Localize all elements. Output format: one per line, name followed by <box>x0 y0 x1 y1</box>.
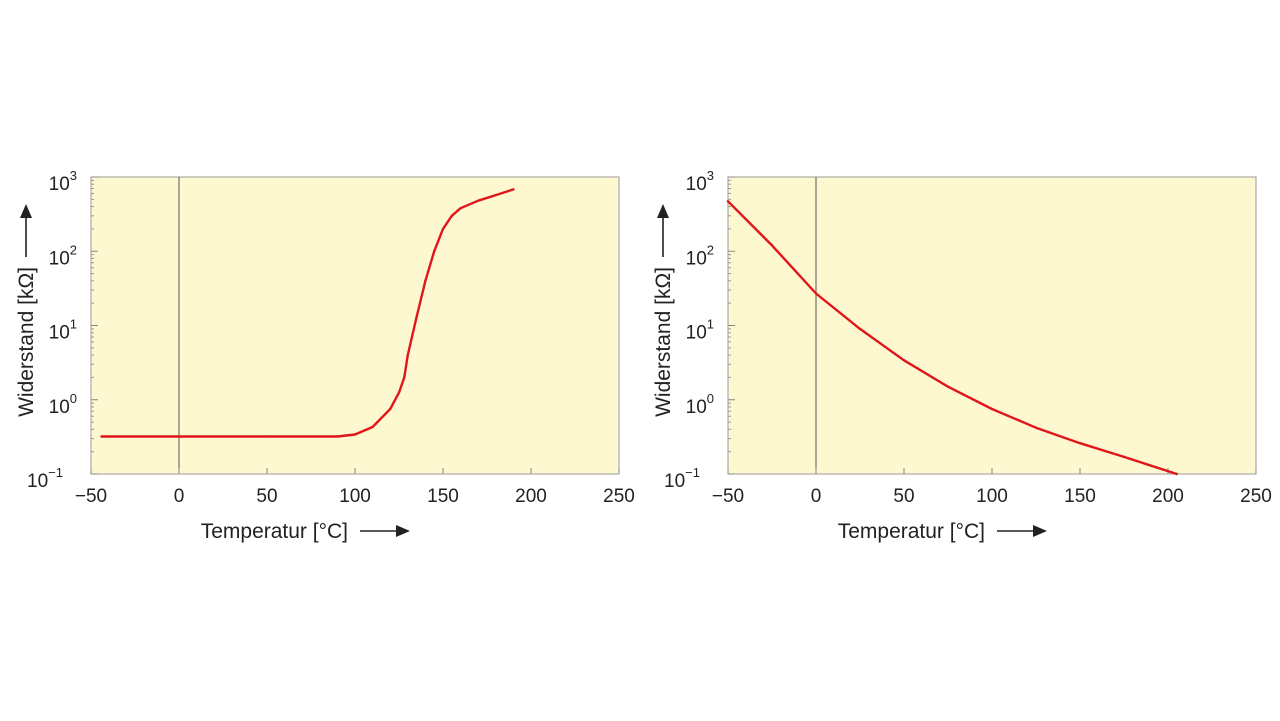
data-point <box>353 433 357 436</box>
data-point <box>265 435 269 438</box>
chart-panel-1: −50 0 50 100 150 200 25010310210110010−1Temper… <box>15 168 635 543</box>
y-tick-exponent: 3 <box>707 168 714 183</box>
y-tick-exponent: 1 <box>707 317 714 332</box>
y-axis-arrow-head <box>657 204 669 218</box>
x-tick-label: 200 <box>1152 486 1184 507</box>
y-tick-label: 101 <box>49 317 77 344</box>
y-tick-label: 103 <box>686 168 714 195</box>
y-tick-exponent: 1 <box>70 317 77 332</box>
y-tick-base: 10 <box>49 248 70 269</box>
plot-area <box>90 176 620 475</box>
data-point <box>1078 441 1082 445</box>
y-tick-base: 10 <box>686 323 707 344</box>
data-point <box>990 407 994 411</box>
x-axis-title: Temperatur [°C] <box>838 520 985 543</box>
y-tick-base: 10 <box>49 323 70 344</box>
data-point <box>389 407 392 411</box>
y-tick-base: 10 <box>686 397 707 418</box>
x-tick-label: 50 <box>893 486 914 507</box>
y-tick-label: 103 <box>49 168 77 195</box>
x-tick-label: 100 <box>976 486 1008 507</box>
data-point <box>902 359 906 362</box>
x-tick-label: 250 <box>1240 486 1272 507</box>
data-point <box>406 353 409 357</box>
x-tick-label: 100 <box>339 486 371 507</box>
plot-area <box>727 176 1257 475</box>
y-axis-title: Widerstand [kΩ] <box>652 267 675 417</box>
y-axis-title: Widerstand [kΩ] <box>15 267 38 417</box>
data-point <box>814 292 818 295</box>
data-point <box>512 188 515 191</box>
x-tick-label: −50 <box>712 486 744 507</box>
x-axis-arrow-head <box>396 525 410 537</box>
y-tick-label: 102 <box>686 242 714 269</box>
data-point <box>1034 426 1038 429</box>
data-point <box>371 425 374 429</box>
data-point <box>1175 472 1179 476</box>
x-tick-label: 250 <box>603 486 635 507</box>
data-point <box>441 227 445 231</box>
y-tick-base: 10 <box>49 174 70 195</box>
data-point <box>450 214 453 218</box>
y-tick-label: 100 <box>686 391 714 418</box>
data-point <box>424 279 427 282</box>
data-point <box>946 385 950 388</box>
y-tick-exponent: −1 <box>48 465 63 480</box>
x-tick-label: 0 <box>174 486 185 507</box>
data-point <box>415 315 418 319</box>
y-tick-exponent: 0 <box>707 391 714 406</box>
y-tick-label: 102 <box>49 242 77 269</box>
y-tick-base: 10 <box>49 397 70 418</box>
data-point <box>433 250 436 253</box>
y-tick-label: 10−1 <box>664 465 700 492</box>
data-point <box>100 435 103 438</box>
y-tick-base: 10 <box>686 248 707 269</box>
data-point <box>177 435 181 438</box>
y-tick-exponent: 3 <box>70 168 77 183</box>
data-point <box>403 376 406 379</box>
data-point <box>397 391 401 394</box>
data-point <box>336 435 339 438</box>
y-tick-exponent: −1 <box>685 465 700 480</box>
data-point <box>770 244 774 247</box>
y-axis-arrow-head <box>20 204 32 218</box>
y-tick-exponent: 2 <box>70 242 77 257</box>
x-tick-label: 50 <box>256 486 277 507</box>
y-tick-label: 100 <box>49 391 77 418</box>
y-tick-exponent: 0 <box>70 391 77 406</box>
x-tick-label: 150 <box>427 486 459 507</box>
y-tick-base: 10 <box>664 471 685 492</box>
data-point <box>494 193 497 197</box>
x-tick-label: 0 <box>811 486 822 507</box>
data-point <box>726 200 730 203</box>
x-axis-title: Temperatur [°C] <box>201 520 348 543</box>
x-tick-label: 200 <box>515 486 547 507</box>
data-point <box>477 199 480 202</box>
data-point <box>459 207 462 210</box>
y-tick-label: 10−1 <box>27 465 63 492</box>
x-tick-label: 150 <box>1064 486 1096 507</box>
y-tick-exponent: 2 <box>707 242 714 257</box>
x-tick-label: −50 <box>75 486 107 507</box>
data-point <box>858 327 862 331</box>
y-tick-base: 10 <box>686 174 707 195</box>
y-tick-label: 101 <box>686 317 714 344</box>
data-point <box>1122 455 1126 459</box>
y-tick-base: 10 <box>27 471 48 492</box>
chart-panel-2: −50 0 50 100 150 200 25010310210110010−1Temper… <box>652 168 1272 543</box>
x-axis-arrow-head <box>1033 525 1047 537</box>
